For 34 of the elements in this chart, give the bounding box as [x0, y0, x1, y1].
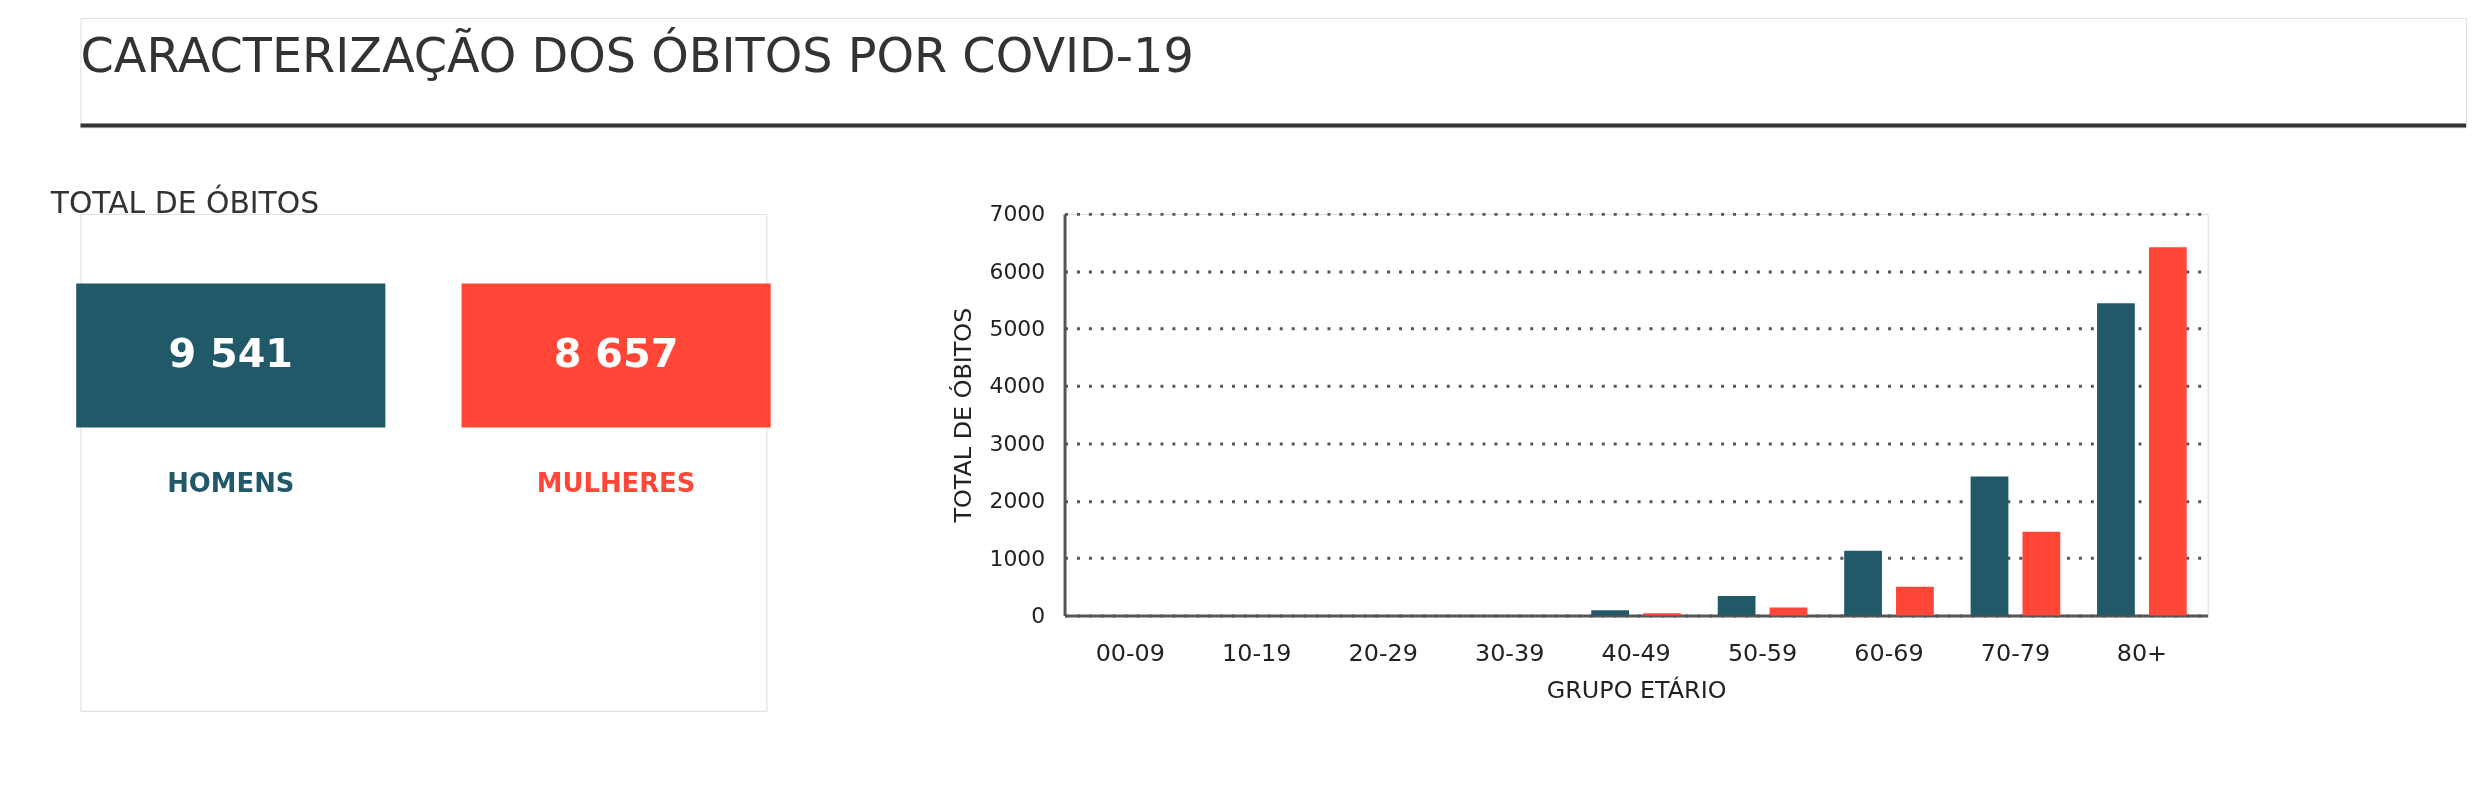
category-label: HOMENS	[167, 468, 295, 499]
bar	[1717, 595, 1756, 616]
x-tick-label: 10-19	[1222, 638, 1292, 667]
text: 8 657	[553, 329, 679, 376]
x-tick-label: 80+	[2116, 638, 2168, 667]
x-tick-label: 40-49	[1601, 638, 1671, 667]
bar	[2148, 247, 2187, 616]
bar	[1769, 607, 1808, 616]
text: TOTAL DE ÓBITOS	[49, 183, 320, 220]
x-tick-label: 20-29	[1348, 638, 1418, 667]
x-tick-label: 00-09	[1095, 638, 1165, 667]
y-tick-label: 4000	[989, 373, 1046, 399]
bar	[2097, 303, 2135, 616]
category-label: MULHERES	[536, 468, 696, 499]
text: CARACTERIZAÇÃO DOS ÓBITOS POR COVID-19	[80, 26, 1194, 83]
text: 9 541	[168, 329, 294, 376]
y-tick-label: 7000	[989, 201, 1046, 227]
x-axis-title: GRUPO ETÁRIO	[1546, 676, 1727, 705]
y-tick-label: 3000	[989, 430, 1046, 456]
y-tick-label: 5000	[989, 316, 1046, 342]
x-tick-label: 30-39	[1475, 638, 1545, 667]
y-tick-label: 2000	[989, 488, 1046, 514]
bar	[1970, 476, 2009, 616]
y-axis-title: TOTAL DE ÓBITOS	[948, 307, 977, 524]
x-tick-label: 50-59	[1727, 638, 1798, 667]
bar	[1844, 550, 1882, 616]
x-tick-label: 60-69	[1854, 638, 1924, 667]
bar	[1591, 610, 1630, 616]
y-tick-label: 6000	[989, 258, 1046, 284]
y-tick-label: 1000	[989, 545, 1046, 571]
y-tick-label: 0	[1031, 602, 1046, 628]
x-tick-label: 70-79	[1980, 638, 2051, 667]
bar	[1896, 586, 1934, 616]
bar	[2022, 531, 2061, 616]
